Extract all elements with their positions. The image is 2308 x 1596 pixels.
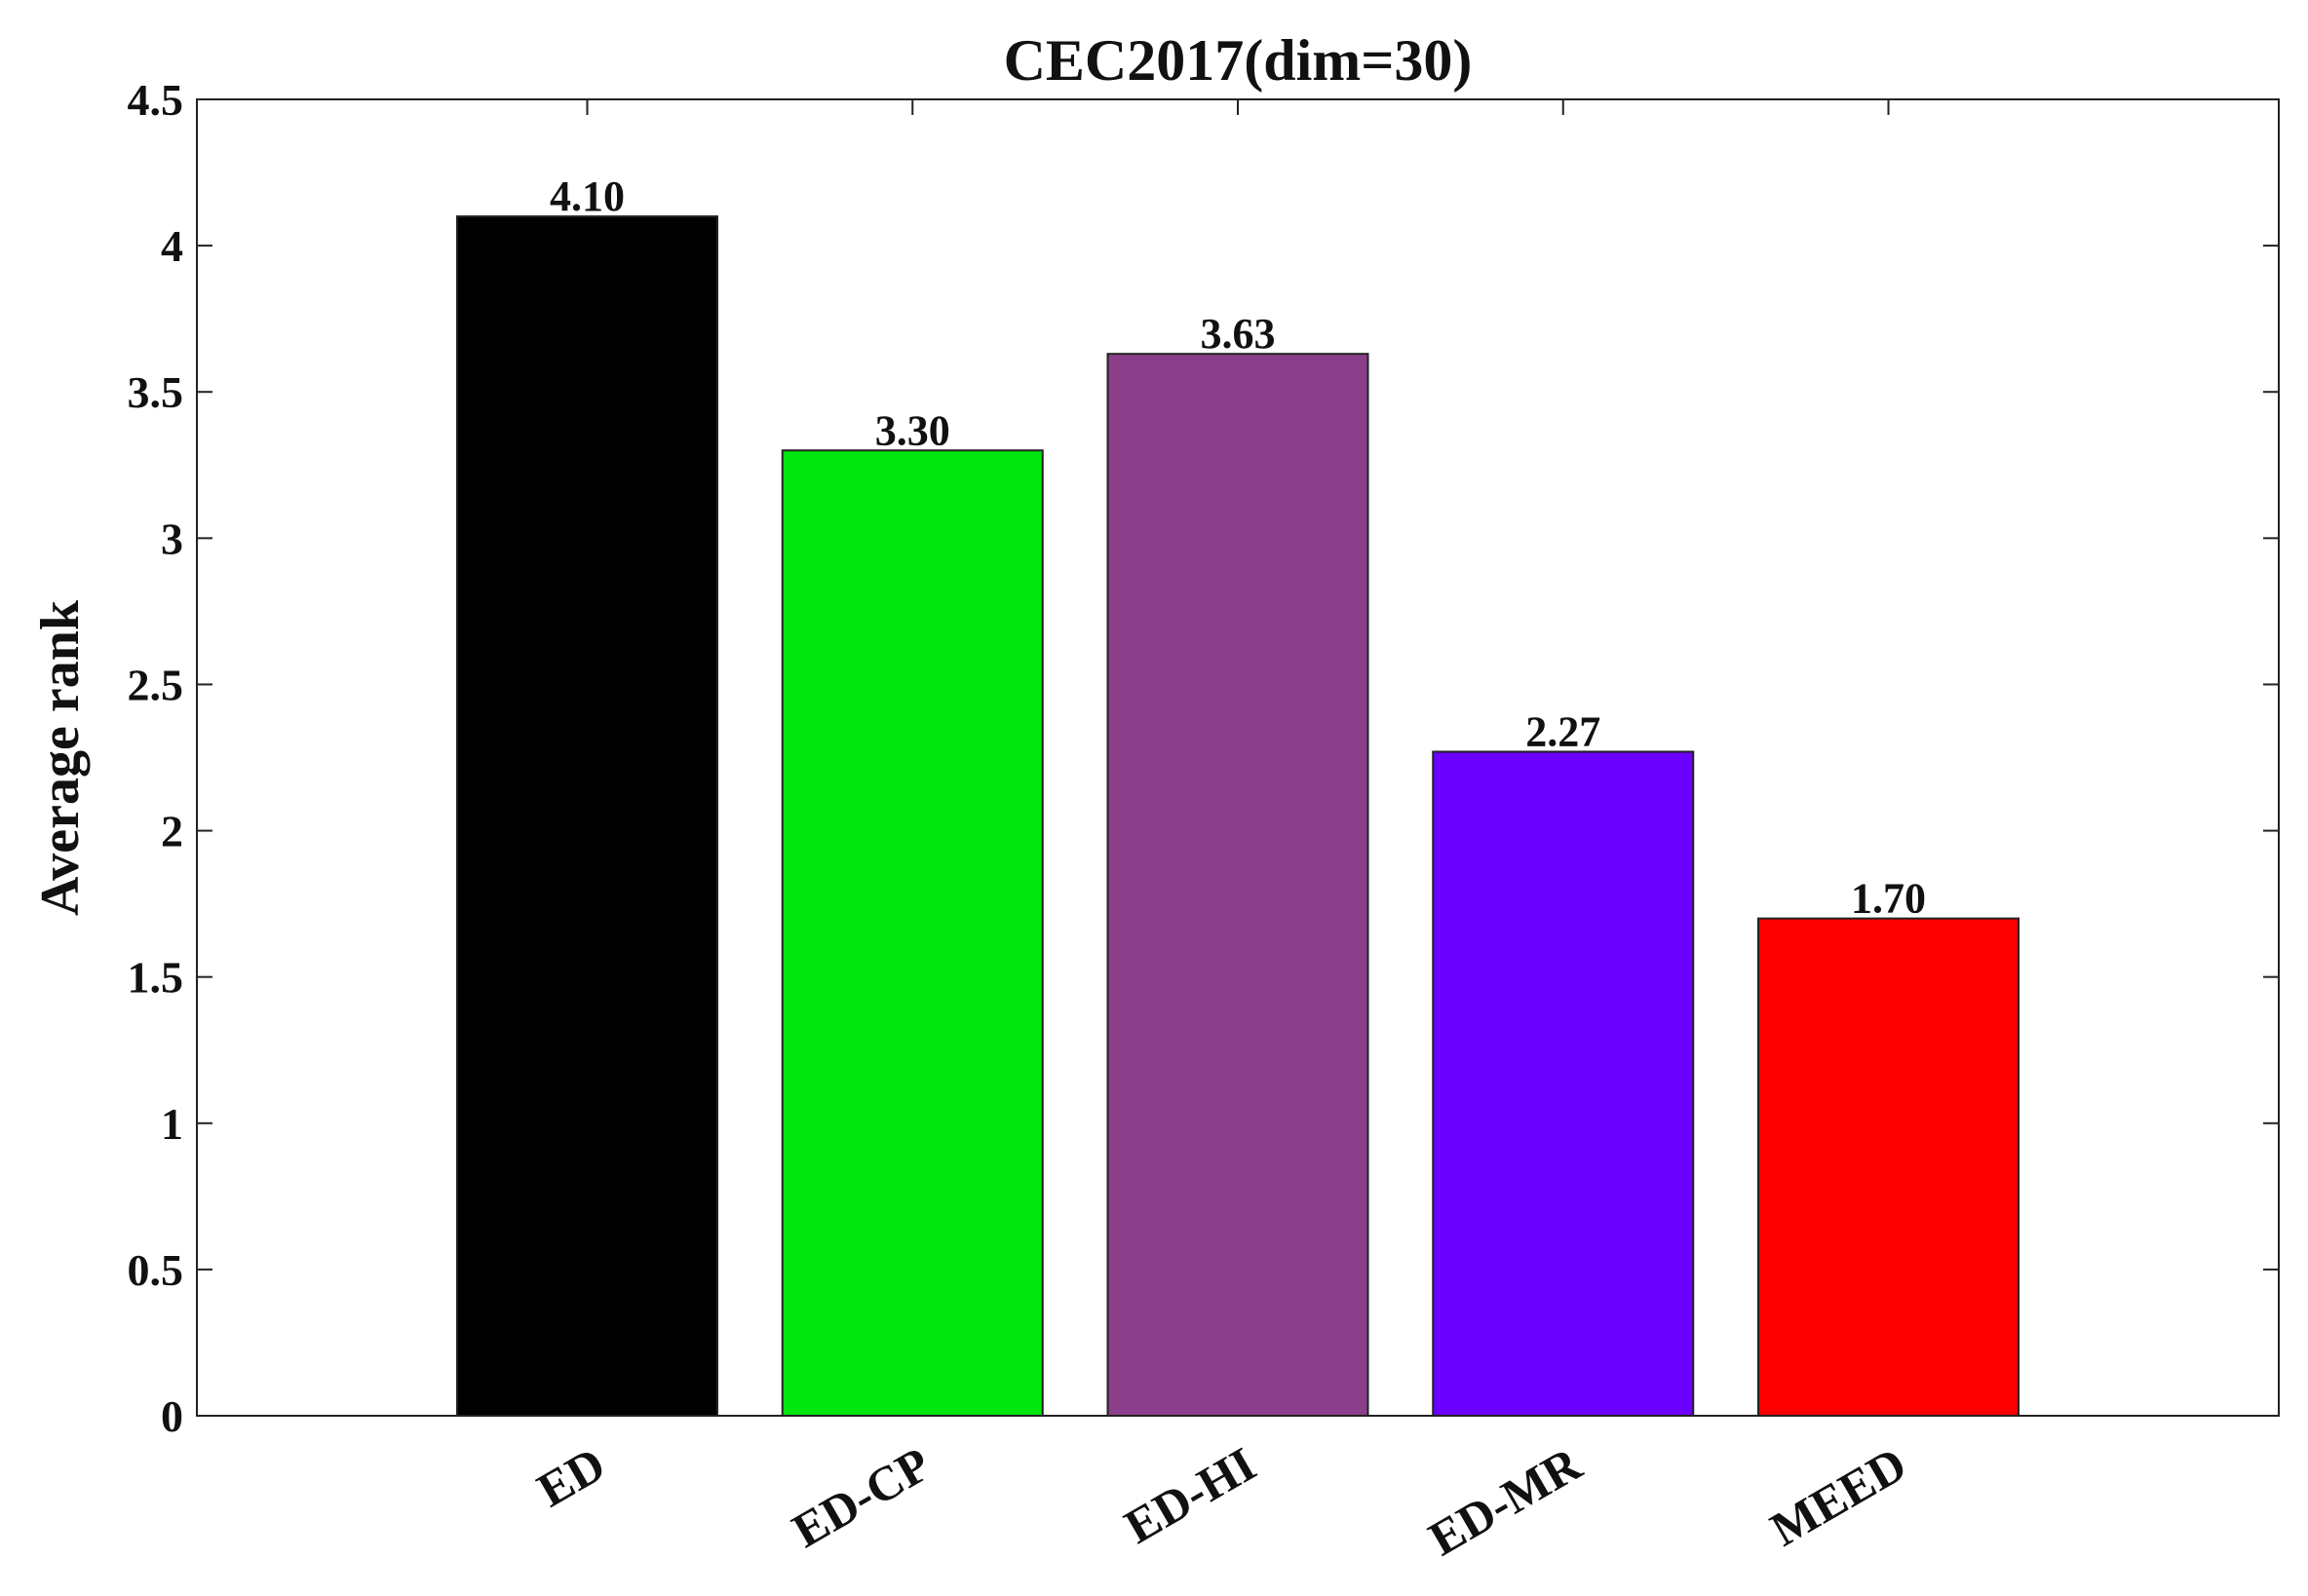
y-tick-label: 4.5 bbox=[128, 75, 184, 125]
bar bbox=[781, 449, 1044, 1417]
bar bbox=[1757, 917, 2020, 1417]
value-label: 2.27 bbox=[1525, 707, 1600, 755]
value-label: 4.10 bbox=[550, 172, 625, 220]
y-tick-label: 4 bbox=[161, 221, 183, 271]
y-axis-label: Average rank bbox=[30, 599, 91, 916]
chart-title: CEC2017(dim=30) bbox=[1004, 28, 1473, 93]
plot-frame bbox=[196, 98, 2280, 1417]
value-label: 3.63 bbox=[1201, 310, 1276, 358]
y-tick-label: 0 bbox=[161, 1391, 183, 1441]
value-label: 1.70 bbox=[1851, 875, 1926, 923]
y-tick-label: 3.5 bbox=[128, 367, 184, 417]
value-label: 3.30 bbox=[875, 406, 950, 454]
y-tick-label: 1 bbox=[161, 1099, 183, 1149]
bar bbox=[456, 215, 718, 1418]
y-tick-label: 2 bbox=[161, 807, 183, 856]
y-tick-label: 3 bbox=[161, 513, 183, 563]
bar bbox=[1432, 750, 1695, 1417]
y-tick-label: 1.5 bbox=[128, 953, 184, 1003]
bar bbox=[1106, 353, 1369, 1417]
y-tick-label: 2.5 bbox=[128, 660, 184, 709]
y-tick-label: 0.5 bbox=[128, 1245, 184, 1295]
